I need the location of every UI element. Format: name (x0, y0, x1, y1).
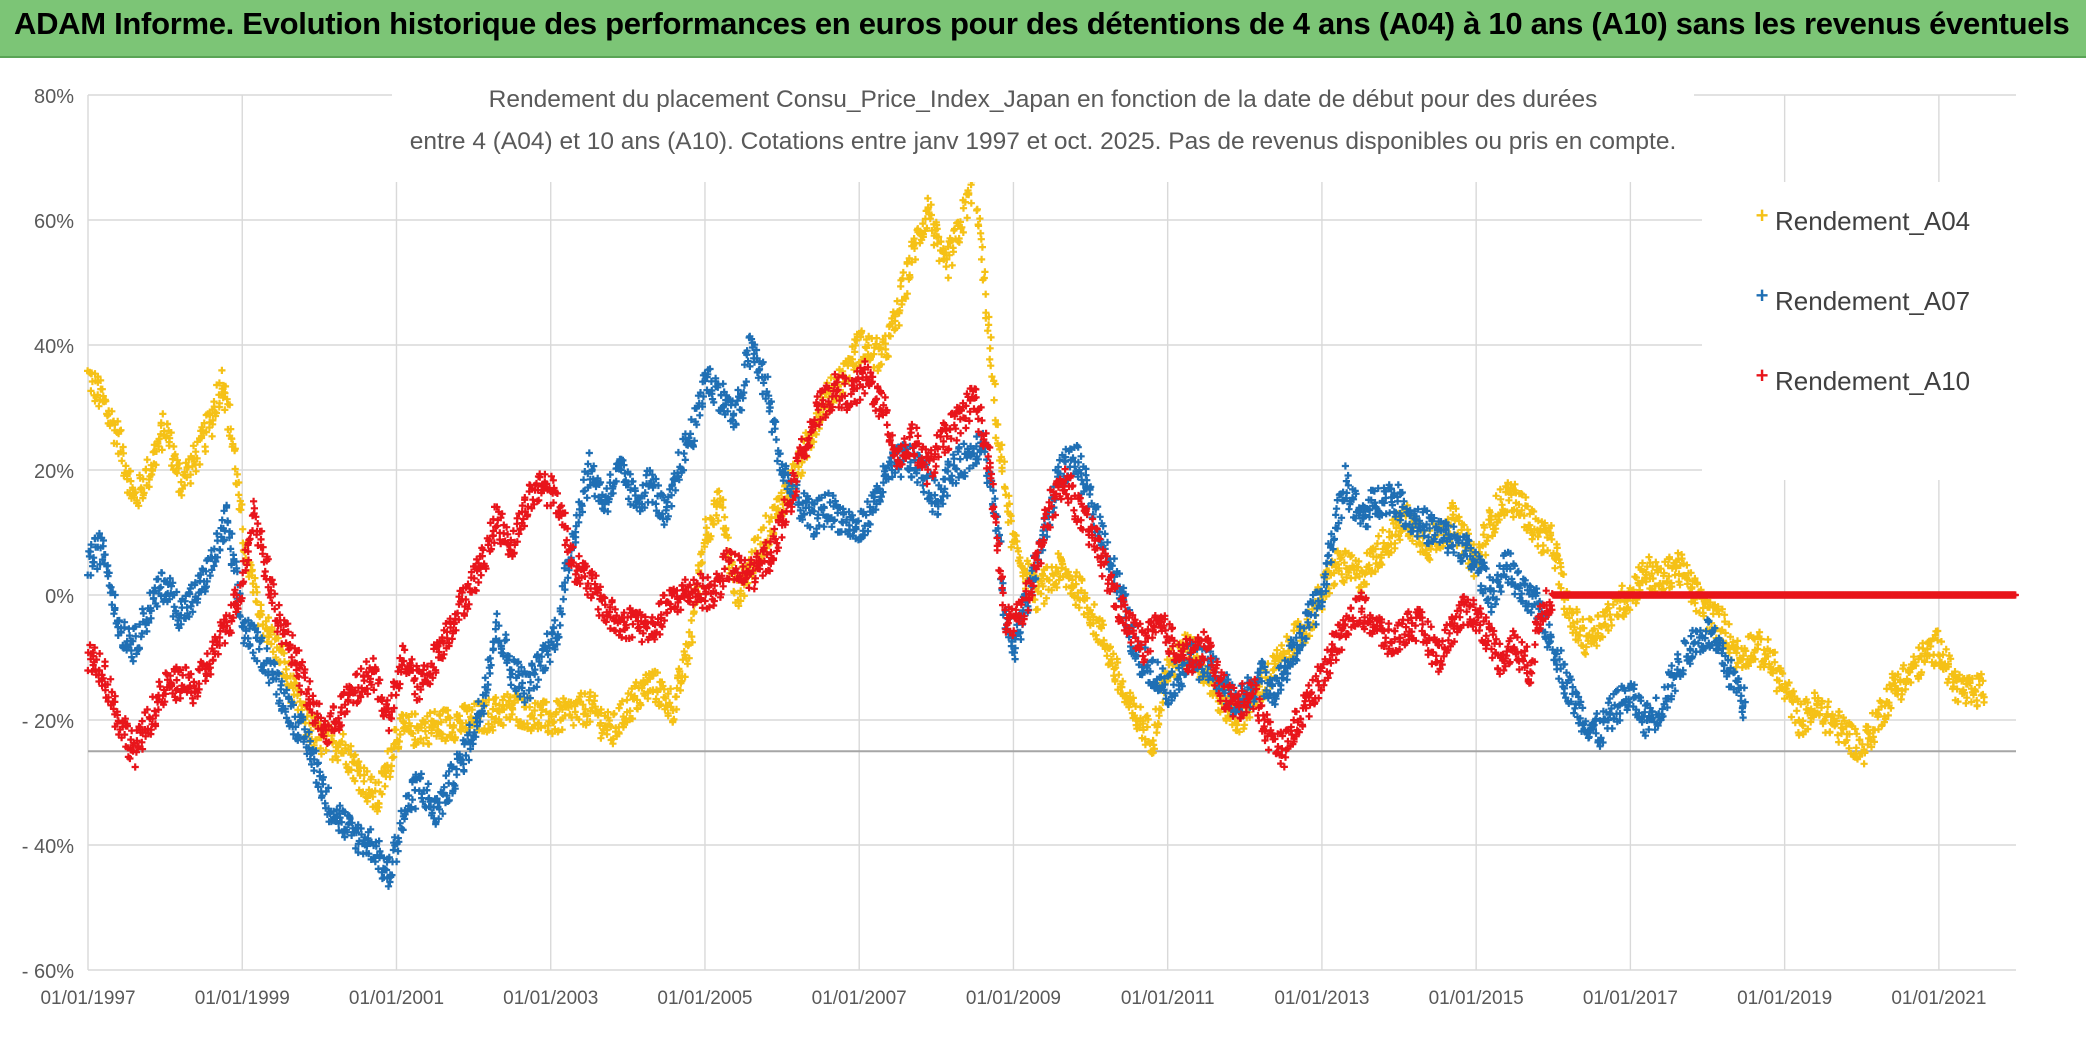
title-banner: ADAM Informe. Evolution historique des p… (0, 0, 2086, 58)
banner-title: ADAM Informe. Evolution historique des p… (14, 6, 2069, 42)
